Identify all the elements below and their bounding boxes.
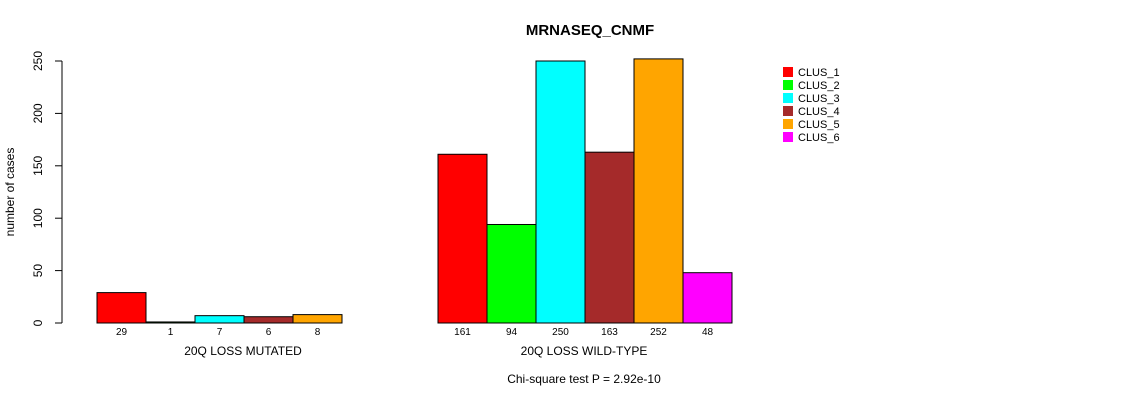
group-label-mutated: 20Q LOSS MUTATED xyxy=(184,344,302,358)
legend-label-clus_6: CLUS_6 xyxy=(798,132,840,144)
y-tick-label-150: 150 xyxy=(31,155,45,175)
y-tick-label-250: 250 xyxy=(31,51,45,71)
data-labels: 29 1 7 6 8 161 94 250 163 252 48 xyxy=(116,327,714,338)
bar-value-label-g1-clus_1: 161 xyxy=(454,327,471,338)
bar-g1-clus_1 xyxy=(437,153,488,324)
y-tick-label-200: 200 xyxy=(31,103,45,123)
bar-g1-clus_2 xyxy=(486,223,537,324)
y-tick-label-50: 50 xyxy=(31,264,45,278)
bar-g0-clus_5 xyxy=(292,314,343,324)
legend-label-clus_1: CLUS_1 xyxy=(798,67,840,79)
group-label-wild-type: 20Q LOSS WILD-TYPE xyxy=(521,344,648,358)
legend-label-clus_4: CLUS_4 xyxy=(798,106,840,118)
chart-title: MRNASEQ_CNMF xyxy=(526,22,654,39)
bar-g0-clus_1 xyxy=(96,292,147,324)
y-tick-label-0: 0 xyxy=(31,319,45,326)
bar-value-label-g0-clus_4: 6 xyxy=(266,327,272,338)
legend-swatch-clus_5 xyxy=(783,119,793,129)
legend-swatch-clus_1 xyxy=(783,67,793,77)
bar-g1-clus_3 xyxy=(535,60,586,324)
bar-value-label-g1-clus_4: 163 xyxy=(601,327,618,338)
bar-value-label-g1-clus_5: 252 xyxy=(650,327,667,338)
bar-g0-clus_4 xyxy=(243,316,294,324)
legend-label-clus_5: CLUS_5 xyxy=(798,119,840,131)
bar-value-label-g1-clus_3: 250 xyxy=(552,327,569,338)
y-tick-label-100: 100 xyxy=(31,208,45,228)
legend-label-clus_3: CLUS_3 xyxy=(798,93,840,105)
bar-value-label-g0-clus_1: 29 xyxy=(116,327,128,338)
bar-g1-clus_4 xyxy=(584,151,635,324)
y-axis: 0 50 100 150 200 250 xyxy=(31,51,63,326)
bar-g1-clus_6 xyxy=(682,272,733,324)
legend-swatch-clus_2 xyxy=(783,80,793,90)
bar-g0-clus_2 xyxy=(145,321,196,324)
bar-g1-clus_5 xyxy=(633,58,684,324)
bar-g0-clus_3 xyxy=(194,315,245,324)
legend-label-clus_2: CLUS_2 xyxy=(798,80,840,92)
legend-swatch-clus_6 xyxy=(783,132,793,142)
bar-value-label-g0-clus_3: 7 xyxy=(217,327,223,338)
bars xyxy=(96,58,733,324)
chi-square-footnote: Chi-square test P = 2.92e-10 xyxy=(507,372,661,386)
legend-swatch-clus_3 xyxy=(783,93,793,103)
bar-value-label-g1-clus_2: 94 xyxy=(506,327,518,338)
bar-value-label-g1-clus_6: 48 xyxy=(702,327,714,338)
bar-value-label-g0-clus_2: 1 xyxy=(168,327,174,338)
legend-swatch-clus_4 xyxy=(783,106,793,116)
bar-value-label-g0-clus_5: 8 xyxy=(315,327,321,338)
y-axis-label: number of cases xyxy=(3,148,17,237)
